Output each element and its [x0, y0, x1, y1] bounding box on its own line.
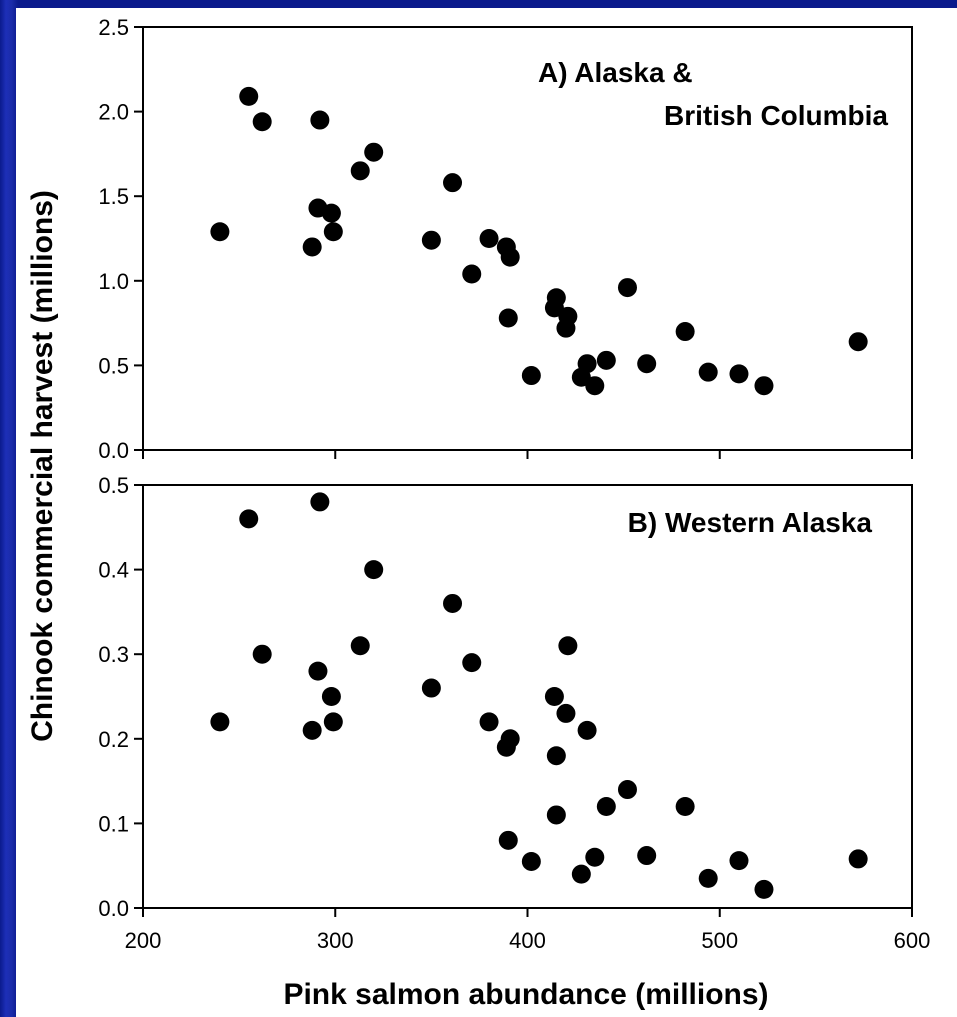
data-point: [698, 868, 718, 888]
data-point: [675, 322, 695, 342]
data-point: [443, 593, 463, 613]
data-point: [596, 796, 616, 816]
plot-frame: [142, 484, 913, 909]
y-tick-label: 0.3: [98, 642, 129, 667]
data-point: [617, 278, 637, 298]
data-point: [462, 264, 482, 284]
data-point: [498, 830, 518, 850]
y-axis-title: Chinook commercial harvest (millions): [26, 190, 59, 742]
data-point: [754, 376, 774, 396]
data-point: [310, 492, 330, 512]
data-point: [310, 110, 330, 130]
data-point: [421, 230, 441, 250]
data-point: [210, 222, 230, 242]
x-axis-title: Pink salmon abundance (millions): [283, 978, 768, 1011]
data-point: [521, 851, 541, 871]
data-point: [323, 222, 343, 242]
plot-frame: [142, 26, 913, 451]
data-point: [675, 796, 695, 816]
data-point: [596, 350, 616, 370]
data-point: [577, 720, 597, 740]
panel-a-title: A) Alaska &: [538, 57, 693, 88]
data-point: [729, 851, 749, 871]
y-tick-label: 2.0: [98, 100, 129, 125]
data-point: [364, 560, 384, 580]
panel-b-title: B) Western Alaska: [628, 507, 873, 538]
y-tick-label: 0.0: [98, 896, 129, 921]
data-point: [577, 354, 597, 374]
data-point: [546, 288, 566, 308]
data-point: [364, 142, 384, 162]
y-tick-label: 1.0: [98, 269, 129, 294]
data-point: [544, 687, 564, 706]
data-point: [521, 366, 541, 386]
y-tick-label: 0.2: [98, 727, 129, 752]
data-point: [558, 306, 578, 326]
data-point: [350, 161, 370, 181]
data-point: [637, 354, 657, 374]
data-point: [252, 644, 272, 664]
y-tick-label: 0.5: [98, 473, 129, 498]
data-point: [617, 780, 637, 800]
data-point: [500, 247, 520, 267]
panel-a-title-line2: British Columbia: [664, 100, 888, 131]
y-tick-label: 0.0: [98, 438, 129, 463]
data-point: [323, 712, 343, 732]
data-point: [239, 86, 259, 106]
data-point: [698, 362, 718, 382]
data-point: [729, 364, 749, 384]
data-point: [302, 237, 322, 257]
data-point: [350, 636, 370, 656]
data-point: [443, 173, 463, 193]
y-tick-label: 2.5: [98, 15, 129, 40]
data-point: [585, 376, 605, 396]
data-point: [210, 712, 230, 732]
data-point: [546, 746, 566, 766]
data-point: [585, 847, 605, 867]
data-point: [462, 653, 482, 673]
y-tick-label: 0.1: [98, 811, 129, 836]
data-point: [479, 229, 499, 248]
x-tick-label: 200: [125, 928, 162, 953]
data-point: [308, 661, 328, 681]
data-point: [421, 678, 441, 698]
plot-a-alaska-bc: 0.0 0.5 1.0 1.5 2.0 2.5 A) Alaska & British Col…: [98, 15, 913, 463]
data-point: [556, 703, 576, 723]
data-point: [848, 332, 868, 352]
data-point: [252, 112, 272, 132]
data-point: [321, 687, 341, 706]
data-point: [848, 849, 868, 869]
data-point: [637, 846, 657, 866]
chart-panel: [16, 8, 957, 1017]
x-tick-label: 500: [701, 928, 738, 953]
data-point: [558, 636, 578, 656]
data-point: [498, 308, 518, 328]
y-tick-label: 1.5: [98, 184, 129, 209]
data-point: [479, 712, 499, 732]
data-point: [321, 203, 341, 223]
y-tick-label: 0.4: [98, 558, 129, 583]
x-tick-label: 400: [509, 928, 546, 953]
x-tick-label: 600: [894, 928, 931, 953]
y-tick-label: 0.5: [98, 353, 129, 378]
data-point: [571, 864, 591, 884]
data-point: [302, 720, 322, 740]
plot-b-western-alaska: 0.0 0.1 0.2 0.3 0.4 0.5 200 300 400 500 600 B) West…: [98, 473, 930, 953]
data-point: [239, 509, 259, 529]
x-tick-label: 300: [317, 928, 354, 953]
data-point: [546, 805, 566, 825]
data-point: [500, 729, 520, 749]
data-point: [754, 879, 774, 899]
